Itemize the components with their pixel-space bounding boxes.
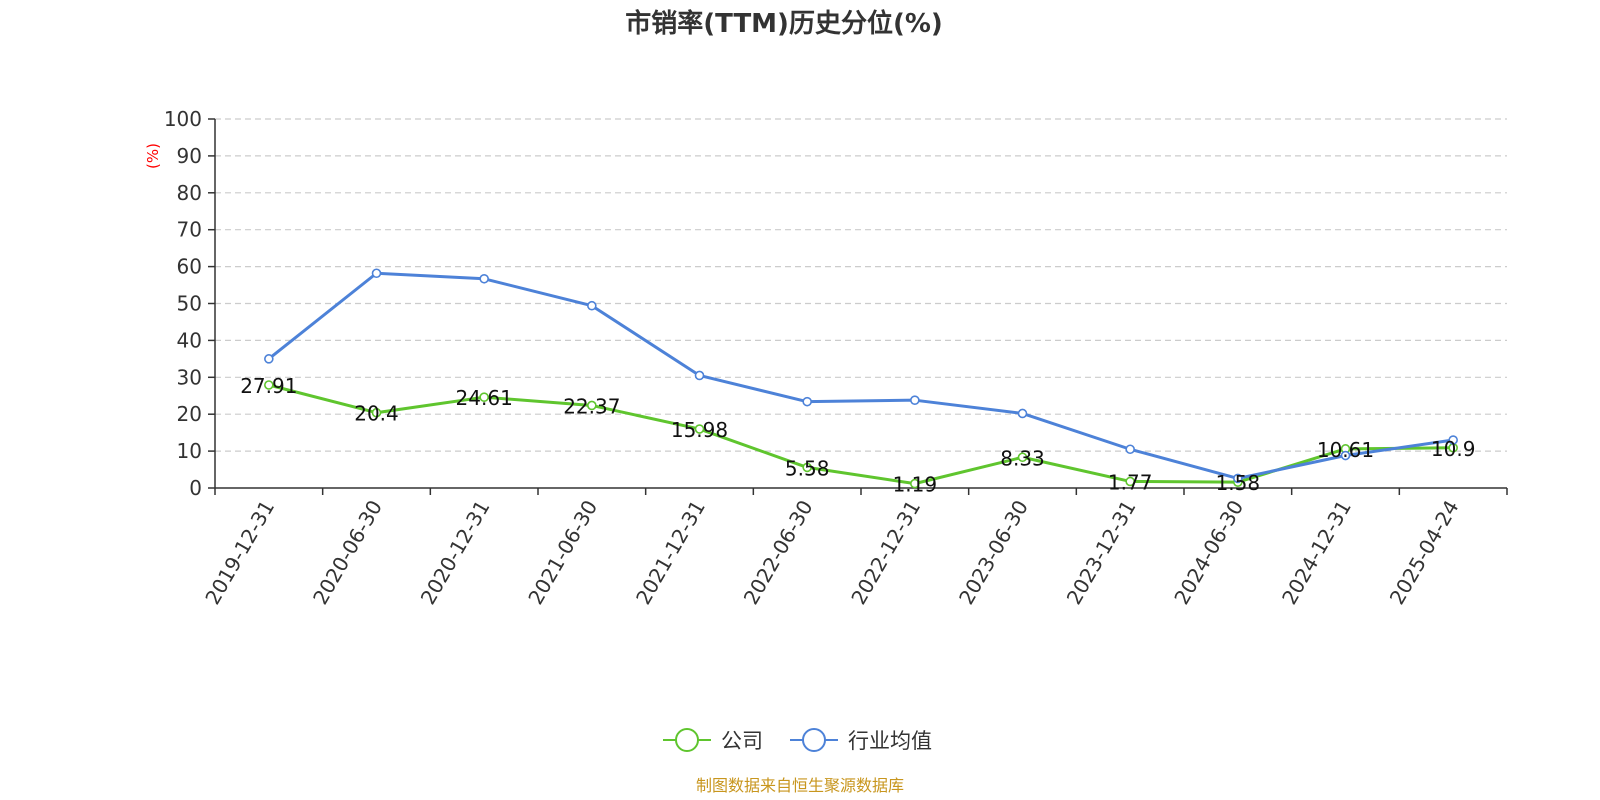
data-label: 8.33 bbox=[1000, 446, 1045, 470]
data-point[interactable] bbox=[587, 400, 597, 411]
x-tick-label: 2025-04-24 bbox=[1385, 496, 1464, 609]
y-tick-label: 30 bbox=[177, 365, 202, 389]
legend-marker bbox=[802, 728, 826, 752]
legend-label: 公司 bbox=[721, 729, 763, 753]
axes: 0 10 20 30 40 50 60 70 80 90 100 2019-12-31 2020-06-… bbox=[164, 107, 1508, 609]
data-point[interactable] bbox=[371, 268, 382, 279]
x-tick-label: 2021-06-30 bbox=[523, 496, 602, 609]
x-tick-label: 2023-06-30 bbox=[954, 496, 1033, 609]
legend-label: 行业均值 bbox=[848, 729, 932, 753]
data-point[interactable] bbox=[264, 380, 274, 390]
chart-title: 市销率(TTM)历史分位(%) bbox=[625, 8, 943, 39]
series-line bbox=[268, 383, 1454, 486]
data-point[interactable] bbox=[264, 354, 274, 364]
data-point[interactable] bbox=[371, 407, 382, 418]
data-label: 27.91 bbox=[240, 374, 297, 398]
data-label: 1.58 bbox=[1216, 471, 1261, 495]
data-label: 20.4 bbox=[354, 402, 399, 426]
grid-lines bbox=[215, 118, 1507, 452]
y-tick-label: 50 bbox=[177, 292, 202, 316]
data-point[interactable] bbox=[587, 300, 597, 311]
data-label: 10.61 bbox=[1317, 438, 1374, 462]
data-labels: 27.91 20.4 24.61 22.37 15.98 5.58 1.19 8.33 1.77… bbox=[240, 374, 1475, 497]
data-point[interactable] bbox=[910, 478, 920, 489]
data-point[interactable] bbox=[1448, 435, 1458, 445]
y-tick-label: 100 bbox=[164, 107, 202, 131]
legend-marker bbox=[675, 728, 699, 752]
x-tick-label: 2022-06-30 bbox=[739, 496, 818, 609]
data-label: 1.77 bbox=[1108, 470, 1153, 494]
y-tick-label: 90 bbox=[177, 144, 202, 168]
y-axis-unit-label: (%) bbox=[144, 143, 162, 169]
data-point[interactable] bbox=[802, 396, 812, 407]
data-label: 5.58 bbox=[785, 456, 830, 480]
y-tick-label: 80 bbox=[177, 181, 202, 205]
series-line bbox=[267, 271, 1454, 480]
source-note: 制图数据来自恒生聚源数据库 bbox=[696, 776, 904, 795]
legend-item-2[interactable]: 行业均值 bbox=[790, 728, 932, 753]
series-layer bbox=[264, 268, 1458, 489]
y-tick-label: 70 bbox=[177, 218, 202, 242]
data-label: 15.98 bbox=[671, 418, 728, 442]
data-label: 10.9 bbox=[1431, 437, 1476, 461]
data-point[interactable] bbox=[479, 273, 489, 284]
data-label: 22.37 bbox=[563, 394, 620, 418]
data-point[interactable] bbox=[802, 462, 812, 473]
x-tick-label: 2020-12-31 bbox=[416, 496, 495, 609]
data-point[interactable] bbox=[1233, 473, 1243, 484]
x-tick-label: 2024-06-30 bbox=[1169, 496, 1248, 609]
data-label: 24.61 bbox=[456, 386, 513, 410]
x-tick-label: 2020-06-30 bbox=[308, 496, 387, 609]
data-point[interactable] bbox=[479, 392, 489, 402]
data-point[interactable] bbox=[1340, 450, 1351, 461]
data-label: 1.19 bbox=[893, 473, 938, 497]
data-point[interactable] bbox=[910, 395, 920, 405]
data-point[interactable] bbox=[1125, 444, 1135, 455]
data-point[interactable] bbox=[1017, 408, 1028, 419]
x-tick-label: 2021-12-31 bbox=[631, 496, 710, 609]
x-tick-label: 2019-12-31 bbox=[200, 496, 279, 609]
data-point[interactable] bbox=[694, 424, 705, 434]
y-tick-label: 0 bbox=[189, 476, 202, 500]
series-1 bbox=[264, 380, 1458, 489]
y-tick-label: 60 bbox=[177, 255, 202, 279]
y-tick-label: 40 bbox=[177, 328, 202, 352]
y-tick-label: 20 bbox=[177, 402, 202, 426]
data-point[interactable] bbox=[1125, 476, 1135, 487]
legend-item-1[interactable]: 公司 bbox=[663, 728, 763, 753]
series-2 bbox=[264, 268, 1458, 484]
data-point[interactable] bbox=[1017, 452, 1028, 463]
x-tick-label: 2024-12-31 bbox=[1277, 496, 1356, 609]
y-tick-label: 10 bbox=[177, 439, 202, 463]
legend[interactable]: 公司 行业均值 bbox=[663, 728, 932, 753]
x-tick-label: 2023-12-31 bbox=[1062, 496, 1141, 609]
x-tick-label: 2022-12-31 bbox=[846, 496, 925, 609]
data-point[interactable] bbox=[694, 370, 705, 381]
